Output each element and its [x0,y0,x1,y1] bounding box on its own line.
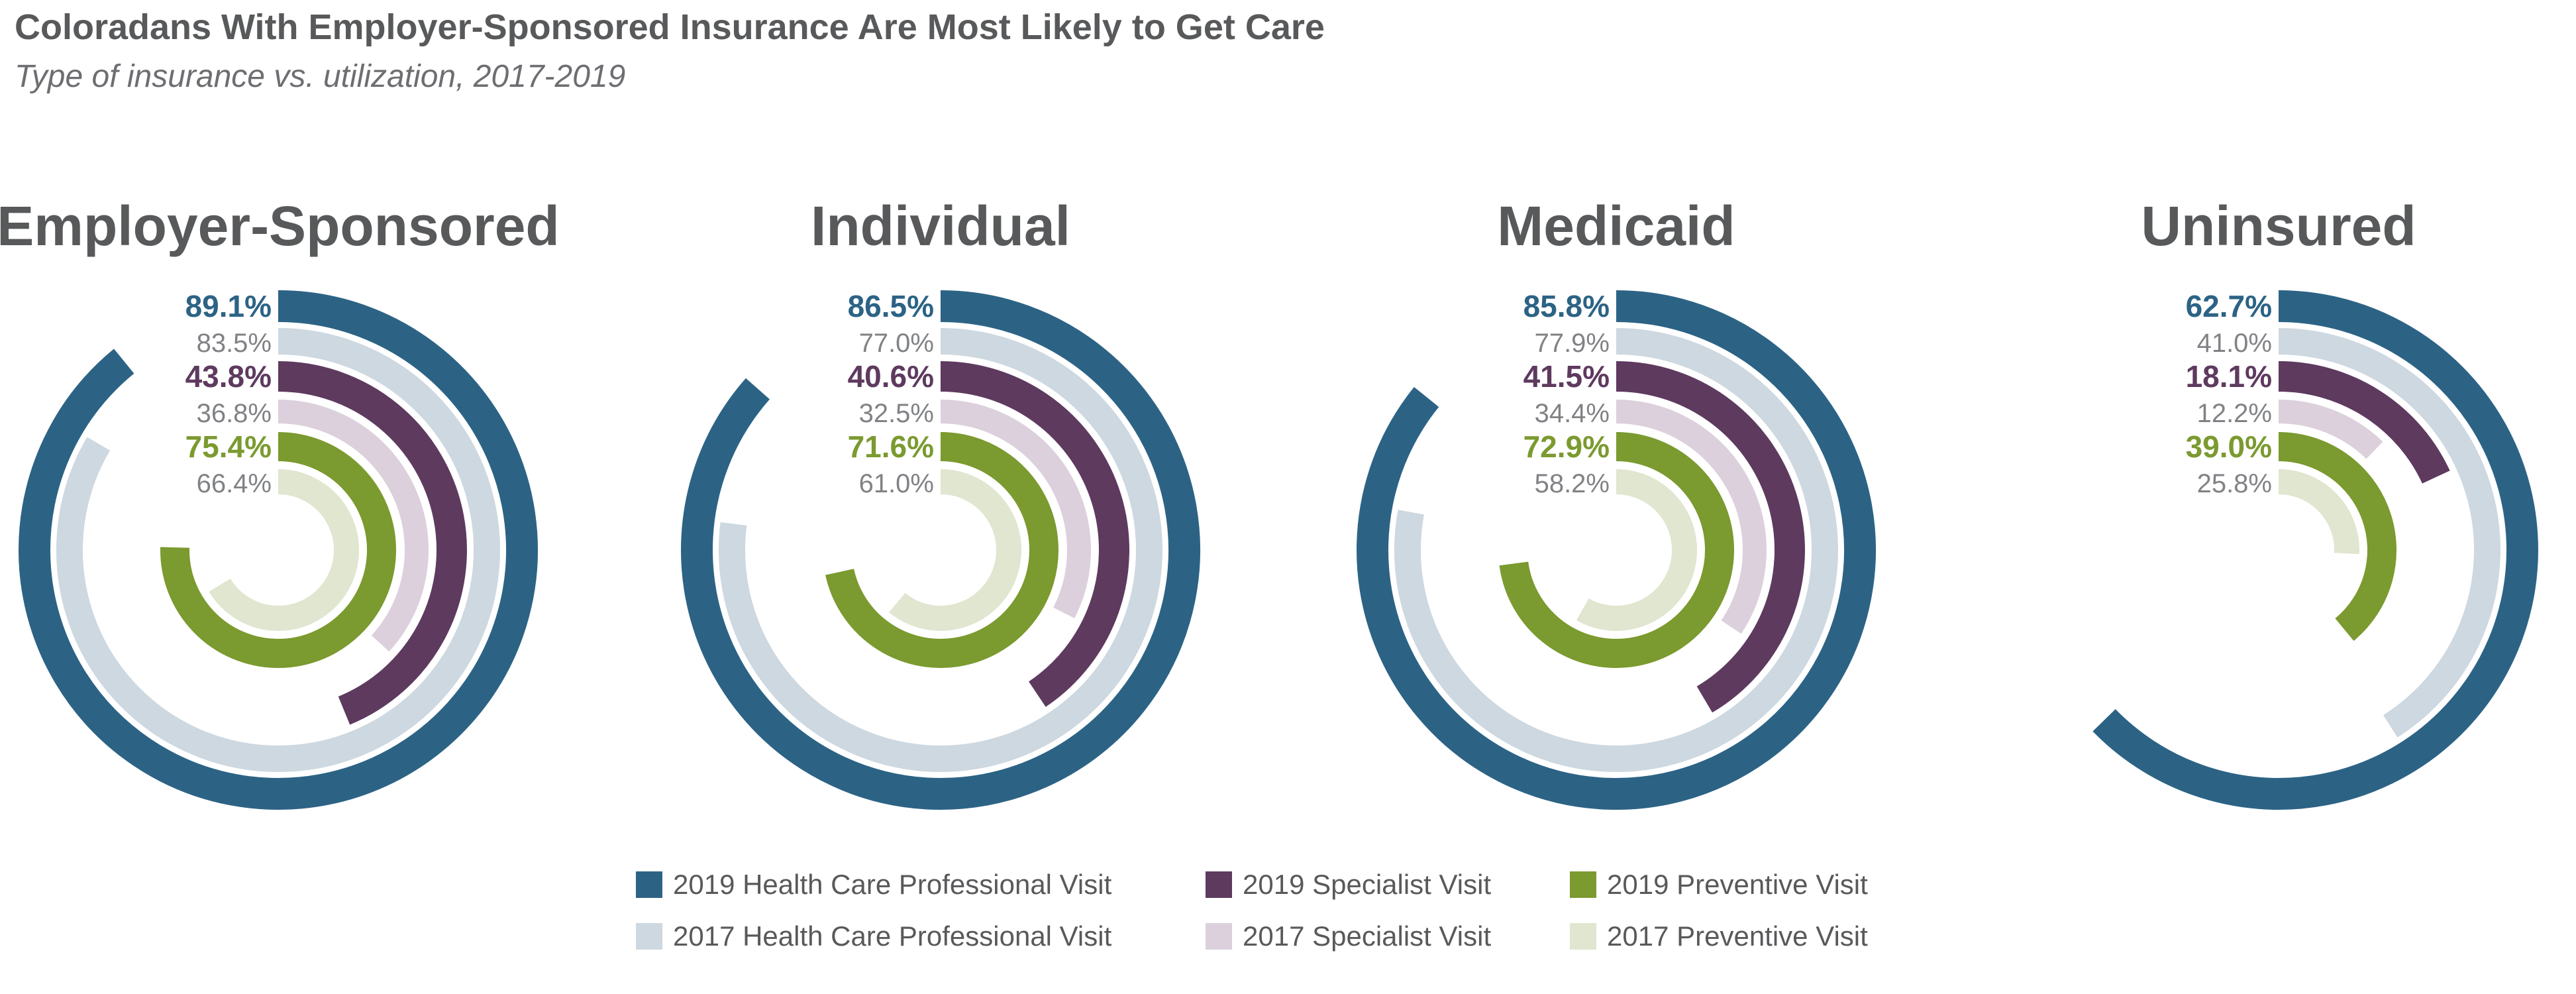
legend-item-2019-preventive: 2019 Preventive Visit [1570,868,1868,901]
legend-label: 2017 Health Care Professional Visit [673,920,1112,952]
data-label: 41.0% [2197,329,2272,358]
data-label: 77.9% [1535,329,1610,358]
data-label: 75.4% [185,429,272,464]
data-label: 77.0% [859,329,934,358]
panel-individual: Individual 86.5% 77.0%40.6% 32.5%71.6% 61.0% [681,195,1200,810]
legend-item-2017-hcp: 2017 Health Care Professional Visit [636,920,1111,953]
panel-title: Individual [811,195,1070,257]
ring-uninsured-1 [2278,328,2500,738]
data-label: 61.0% [859,469,934,498]
ring-individual-4 [825,432,1058,668]
panel-title: Employer-Sponsored [0,195,560,257]
data-label: 66.4% [197,469,272,498]
data-label: 40.6% [848,359,934,394]
legend-label: 2019 Preventive Visit [1607,869,1868,900]
data-label: 12.2% [2197,399,2272,428]
data-label: 39.0% [2186,429,2272,464]
data-label: 43.8% [185,359,272,394]
ring-individual-3 [940,400,1091,619]
panel-uninsured: Uninsured 62.7% 41.0%18.1% 12.2%39.0% 25.8% [2092,195,2538,810]
legend-item-2017-specialist: 2017 Specialist Visit [1206,920,1491,953]
ring-medicaid-5 [1576,469,1697,631]
legend-swatch [1570,871,1596,898]
data-label: 34.4% [1535,399,1610,428]
legend-item-2019-specialist: 2019 Specialist Visit [1206,868,1491,901]
legend-label: 2017 Preventive Visit [1607,920,1868,952]
chart-subtitle: Type of insurance vs. utilization, 2017-… [15,59,626,94]
ring-uninsured-0 [2092,290,2538,810]
ring-employer-sponsored-4 [160,432,396,668]
ring-medicaid-1 [1394,328,1838,772]
data-label: 83.5% [197,329,272,358]
data-label: 85.8% [1523,289,1610,323]
data-label: 71.6% [848,429,934,464]
ring-individual-1 [719,328,1162,772]
ring-individual-5 [889,469,1021,631]
data-label: 58.2% [1535,469,1610,498]
data-label: 32.5% [859,399,934,428]
panel-medicaid: Medicaid 85.8% 77.9%41.5% 34.4%72.9% 58.2% [1357,195,1876,810]
data-label: 25.8% [2197,469,2272,498]
data-label: 62.7% [2186,289,2272,323]
data-label: 86.5% [848,289,934,323]
legend-swatch [1206,871,1232,898]
ring-employer-sponsored-3 [278,400,429,652]
ring-employer-sponsored-2 [278,361,467,725]
panel-title: Uninsured [2141,195,2416,257]
chart-title: Coloradans With Employer-Sponsored Insur… [15,7,1325,47]
ring-employer-sponsored-5 [209,469,359,631]
ring-medicaid-2 [1616,361,1805,713]
legend-swatch [636,923,662,950]
ring-individual-2 [940,361,1129,707]
legend-swatch [1206,923,1232,950]
legend-item-2017-preventive: 2017 Preventive Visit [1570,920,1868,953]
data-label: 36.8% [197,399,272,428]
ring-employer-sponsored-1 [56,328,500,772]
legend-item-2019-hcp: 2019 Health Care Professional Visit [636,868,1111,901]
ring-individual-0 [681,290,1200,810]
legend-label: 2019 Health Care Professional Visit [673,869,1112,900]
ring-uninsured-5 [2278,469,2359,555]
data-label: 41.5% [1523,359,1610,394]
ring-uninsured-3 [2278,400,2383,459]
data-label: 89.1% [185,289,272,323]
legend-label: 2019 Specialist Visit [1243,869,1492,900]
radial-bar-chart: Employer-Sponsored 89.1% 83.5%43.8% 36.8%75… [0,195,2538,810]
data-label: 18.1% [2186,359,2272,394]
ring-uninsured-2 [2278,361,2450,484]
legend-swatch [1570,923,1596,950]
panel-employer-sponsored: Employer-Sponsored 89.1% 83.5%43.8% 36.8%75… [0,195,560,810]
ring-medicaid-0 [1357,290,1876,810]
panel-title: Medicaid [1497,195,1735,257]
ring-medicaid-4 [1499,432,1734,668]
ring-medicaid-3 [1616,400,1767,634]
data-label: 72.9% [1523,429,1610,464]
legend-swatch [636,871,662,898]
ring-uninsured-4 [2278,432,2396,641]
legend-label: 2017 Specialist Visit [1243,920,1492,952]
ring-employer-sponsored-0 [19,290,538,810]
